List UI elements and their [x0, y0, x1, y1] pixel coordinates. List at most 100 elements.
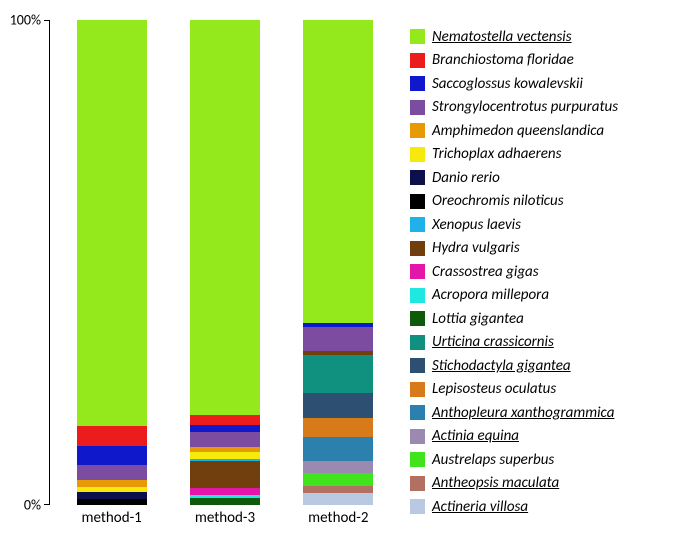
legend-item-locu: Lepisosteus oculatus	[410, 378, 680, 402]
segment-lgig	[190, 498, 260, 505]
x-label-method-3: method-3	[195, 509, 255, 527]
legend-swatch	[410, 429, 425, 444]
legend-swatch	[410, 382, 425, 397]
legend-swatch	[410, 100, 425, 115]
segment-skow	[190, 425, 260, 432]
segment-amac	[303, 486, 373, 493]
legend-swatch	[410, 264, 425, 279]
segment-nvec	[77, 20, 147, 426]
legend-item-sgig: Stichodactyla gigantea	[410, 354, 680, 378]
chart-plot-area: method-1 method-3 method-2	[55, 20, 395, 505]
bar-stack	[77, 20, 147, 505]
legend-label: Crassostrea gigas	[432, 263, 539, 281]
y-label-0: 0%	[24, 497, 41, 514]
legend-item-nvec: Nematostella vectensis	[410, 25, 680, 49]
legend-label: Saccoglossus kowalevskii	[432, 75, 583, 93]
legend-swatch	[410, 452, 425, 467]
segment-bflo	[77, 426, 147, 445]
segment-aequ	[303, 461, 373, 473]
legend-label: Antheopsis maculata	[432, 474, 559, 492]
legend-item-onil: Oreochromis niloticus	[410, 190, 680, 214]
legend-item-drer: Danio rerio	[410, 166, 680, 190]
legend-swatch	[410, 194, 425, 209]
legend-swatch	[410, 288, 425, 303]
segment-axan	[303, 437, 373, 461]
segment-ucra	[303, 355, 373, 394]
legend-swatch	[410, 241, 425, 256]
bars-container: method-1 method-3 method-2	[55, 20, 395, 505]
legend-item-hvul: Hydra vulgaris	[410, 237, 680, 261]
bar-method-3: method-3	[190, 20, 260, 505]
segment-onil	[77, 499, 147, 505]
legend-label: Oreochromis niloticus	[432, 192, 564, 210]
y-label-100: 100%	[10, 12, 41, 29]
segment-aque	[77, 480, 147, 487]
legend-label: Acropora millepora	[432, 286, 549, 304]
legend-swatch	[410, 405, 425, 420]
legend-item-tadh: Trichoplax adhaerens	[410, 143, 680, 167]
legend-swatch	[410, 499, 425, 514]
x-label-method-2: method-2	[308, 509, 368, 527]
segment-locu	[303, 418, 373, 437]
y-axis: 100% 0%	[0, 20, 50, 505]
legend-label: Trichoplax adhaerens	[432, 145, 561, 163]
legend-swatch	[410, 147, 425, 162]
legend-label: Amphimedon queenslandica	[432, 122, 604, 140]
bar-stack	[303, 20, 373, 505]
legend-label: Actinia equina	[432, 427, 519, 445]
segment-avil	[303, 493, 373, 505]
legend-item-avil: Actineria villosa	[410, 495, 680, 519]
legend-item-axan: Anthopleura xanthogrammica	[410, 401, 680, 425]
legend-label: Nematostella vectensis	[432, 28, 572, 46]
legend: Nematostella vectensis Branchiostoma flor…	[410, 25, 680, 519]
legend-item-amil: Acropora millepora	[410, 284, 680, 308]
bar-method-1: method-1	[77, 20, 147, 505]
segment-hvul	[190, 461, 260, 488]
segment-nvec	[190, 20, 260, 415]
x-label-method-1: method-1	[82, 509, 142, 527]
legend-label: Hydra vulgaris	[432, 239, 520, 257]
legend-swatch	[410, 335, 425, 350]
legend-item-amac: Antheopsis maculata	[410, 472, 680, 496]
legend-swatch	[410, 123, 425, 138]
y-tick-top	[44, 20, 49, 21]
legend-swatch	[410, 311, 425, 326]
segment-sgig	[303, 393, 373, 417]
segment-nvec	[303, 20, 373, 323]
segment-bflo	[190, 415, 260, 425]
legend-item-xlae: Xenopus laevis	[410, 213, 680, 237]
segment-cgig	[190, 488, 260, 495]
legend-swatch	[410, 217, 425, 232]
legend-item-spur: Strongylocentrotus purpuratus	[410, 96, 680, 120]
y-tick-bottom	[44, 504, 49, 505]
segment-spur	[303, 327, 373, 351]
legend-item-cgig: Crassostrea gigas	[410, 260, 680, 284]
legend-label: Strongylocentrotus purpuratus	[432, 98, 618, 116]
legend-label: Anthopleura xanthogrammica	[432, 404, 614, 422]
legend-swatch	[410, 53, 425, 68]
legend-swatch	[410, 170, 425, 185]
legend-item-ucra: Urticina crassicornis	[410, 331, 680, 355]
legend-label: Actineria villosa	[432, 498, 528, 516]
legend-item-aque: Amphimedon queenslandica	[410, 119, 680, 143]
legend-item-aequ: Actinia equina	[410, 425, 680, 449]
legend-label: Xenopus laevis	[432, 216, 521, 234]
segment-spur	[77, 465, 147, 480]
legend-label: Lepisosteus oculatus	[432, 380, 556, 398]
legend-label: Lottia gigantea	[432, 310, 524, 328]
legend-label: Danio rerio	[432, 169, 500, 187]
legend-label: Branchiostoma floridae	[432, 51, 574, 69]
bar-method-2: method-2	[303, 20, 373, 505]
legend-item-asup: Austrelaps superbus	[410, 448, 680, 472]
legend-swatch	[410, 476, 425, 491]
segment-asup	[303, 473, 373, 485]
legend-item-lgig: Lottia gigantea	[410, 307, 680, 331]
legend-swatch	[410, 76, 425, 91]
legend-label: Austrelaps superbus	[432, 451, 554, 469]
legend-swatch	[410, 358, 425, 373]
segment-spur	[190, 432, 260, 447]
legend-label: Urticina crassicornis	[432, 333, 554, 351]
segment-drer	[77, 492, 147, 499]
legend-item-skow: Saccoglossus kowalevskii	[410, 72, 680, 96]
legend-swatch	[410, 29, 425, 44]
